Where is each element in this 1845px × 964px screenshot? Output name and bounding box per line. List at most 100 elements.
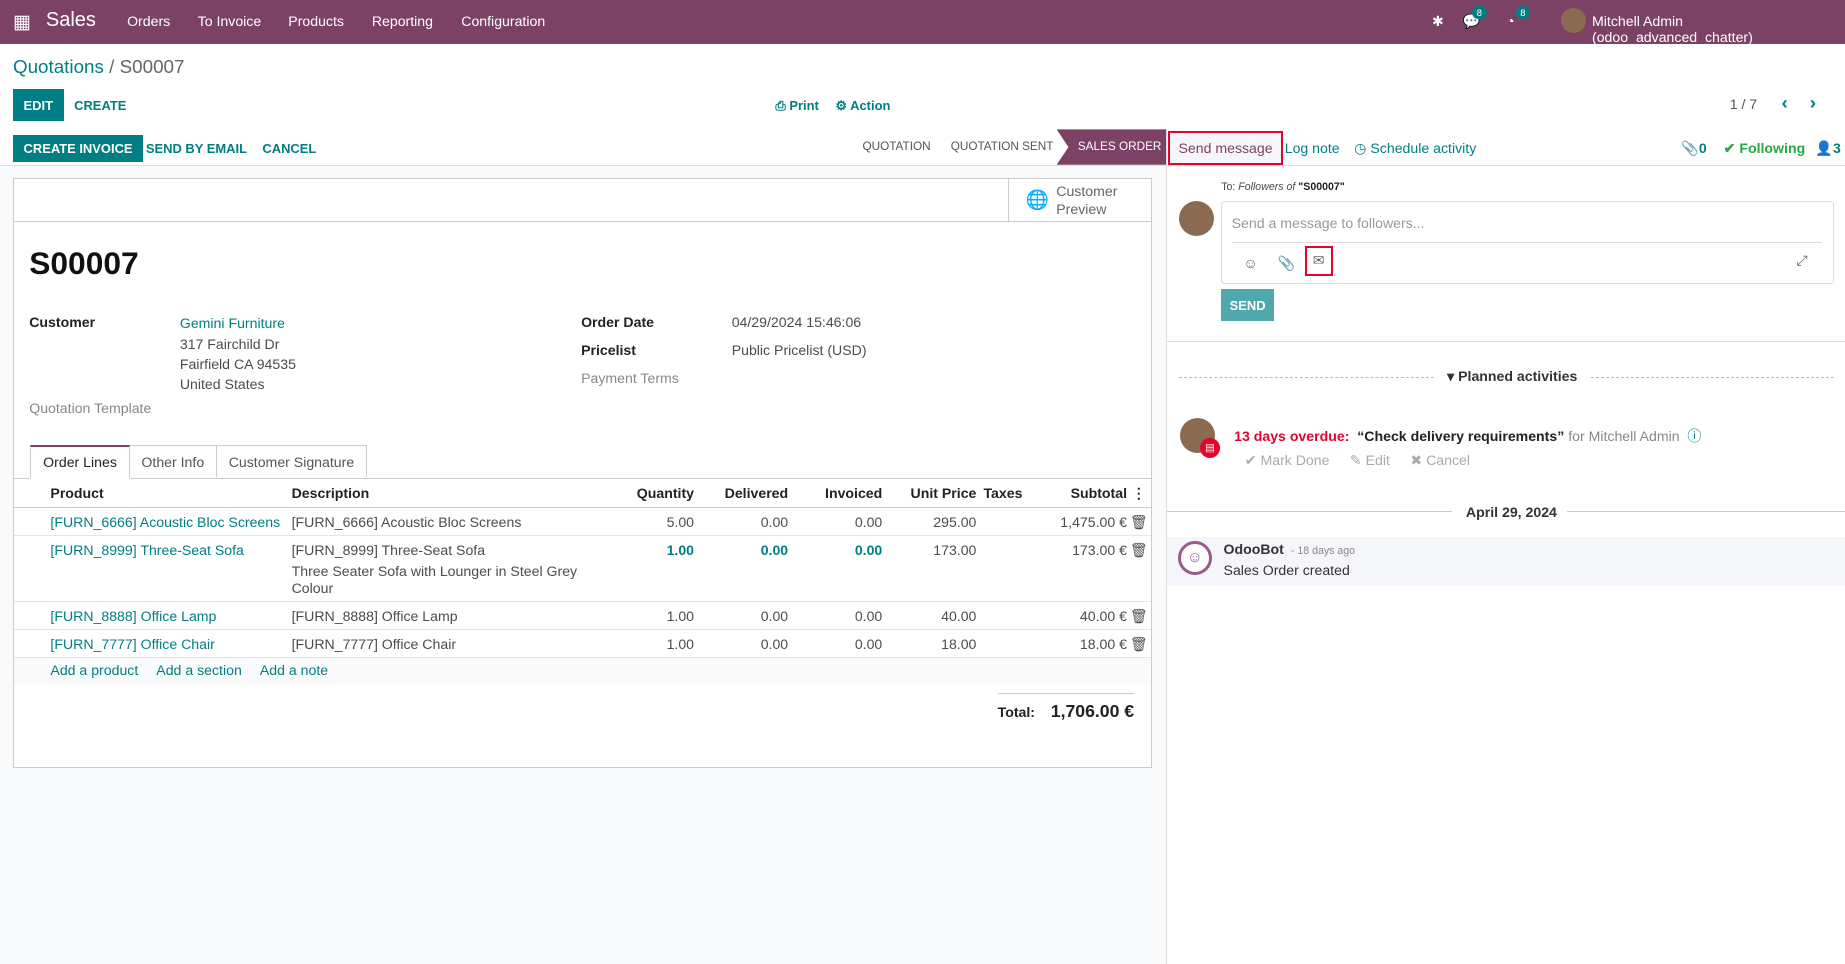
- create-invoice-button[interactable]: CREATE INVOICE: [12, 135, 144, 163]
- send-message-button[interactable]: Send message: [1168, 130, 1283, 165]
- tab-order-lines[interactable]: Order Lines: [30, 444, 130, 479]
- stage-quotation[interactable]: QUOTATION: [862, 140, 931, 154]
- breadcrumb: Quotations / S00007: [12, 56, 185, 78]
- col-description[interactable]: Description: [291, 484, 370, 501]
- message-body: Sales Order created: [1223, 562, 1350, 579]
- product-cell[interactable]: [FURN_7777] Office Chair: [14, 629, 282, 657]
- debug-bug-icon[interactable]: ✱: [1431, 12, 1444, 29]
- description-text: [FURN_6666] Acoustic Bloc Screens: [291, 513, 522, 530]
- globe-icon: 🌐: [1025, 189, 1050, 211]
- table-row[interactable]: [FURN_8999] Three-Seat Sofa [FURN_8999] T…: [13, 536, 1151, 602]
- col-unit-price[interactable]: Unit Price: [910, 484, 977, 501]
- send-by-email-button[interactable]: SEND BY EMAIL: [145, 141, 248, 157]
- col-taxes[interactable]: Taxes: [983, 484, 1023, 501]
- planned-activities-toggle[interactable]: ▾ Planned activities: [1447, 368, 1578, 385]
- clock-icon: ◷: [1354, 140, 1371, 156]
- emoji-icon[interactable]: ☺: [1243, 255, 1258, 272]
- col-product[interactable]: Product: [50, 484, 104, 501]
- create-button[interactable]: CREATE: [74, 97, 127, 113]
- menu-products[interactable]: Products: [288, 12, 344, 29]
- pager-next-icon[interactable]: ›: [1809, 91, 1816, 113]
- product-cell[interactable]: [FURN_8999] Three-Seat Sofa: [14, 536, 282, 602]
- divider: [1167, 510, 1452, 512]
- menu-to-invoice[interactable]: To Invoice: [197, 12, 262, 29]
- add-product-link[interactable]: Add a product: [50, 662, 139, 679]
- delivered-cell: 0.00: [760, 513, 789, 530]
- cancel-activity-button[interactable]: ✖ Cancel: [1410, 451, 1471, 468]
- breadcrumb-quotations[interactable]: Quotations: [12, 56, 104, 78]
- column-options-icon[interactable]: ⋮: [1131, 484, 1146, 501]
- stage-quotation-sent[interactable]: QUOTATION SENT: [950, 140, 1054, 154]
- table-row[interactable]: [FURN_6666] Acoustic Bloc Screens [FURN_6…: [13, 507, 1151, 536]
- product-link[interactable]: [FURN_7777] Office Chair: [50, 635, 215, 652]
- divider: [1590, 376, 1835, 378]
- log-note-button[interactable]: Log note: [1284, 140, 1340, 156]
- message-input[interactable]: Send a message to followers...: [1231, 215, 1425, 232]
- trash-icon[interactable]: 🗑: [1129, 541, 1148, 558]
- customer-preview-button[interactable]: 🌐 Customer Preview: [1008, 178, 1151, 222]
- mark-done-button[interactable]: ✔ Mark Done: [1244, 451, 1330, 468]
- messages-icon[interactable]: 💬 8: [1463, 5, 1487, 30]
- table-row[interactable]: [FURN_8888] Office Lamp [FURN_8888] Offic…: [13, 601, 1151, 630]
- col-subtotal[interactable]: Subtotal: [1070, 484, 1127, 501]
- info-icon[interactable]: ⓘ: [1687, 427, 1702, 444]
- delivered-cell: 0.00: [760, 607, 789, 624]
- followers-button[interactable]: 👤3: [1815, 140, 1841, 156]
- product-link[interactable]: [FURN_6666] Acoustic Bloc Screens: [50, 513, 281, 530]
- activities-clock-icon[interactable]: ◔ 8: [1506, 5, 1531, 29]
- col-invoiced[interactable]: Invoiced: [825, 484, 883, 501]
- product-link[interactable]: [FURN_8999] Three-Seat Sofa: [50, 541, 244, 558]
- activity-summary: 13 days overdue: “Check delivery require…: [1234, 427, 1702, 444]
- trash-icon[interactable]: 🗑: [1129, 607, 1148, 624]
- expand-icon[interactable]: ⤢: [1796, 251, 1808, 268]
- product-link[interactable]: [FURN_8888] Office Lamp: [50, 607, 217, 624]
- edit-button[interactable]: EDIT: [12, 89, 64, 121]
- divider: [1178, 376, 1435, 378]
- order-lines-table: Product Description Quantity Delivered I…: [13, 479, 1151, 684]
- description-text: [FURN_8999] Three-Seat Sofa: [291, 541, 486, 558]
- stage-sales-order[interactable]: SALES ORDER: [1056, 129, 1167, 165]
- gear-icon: ⚙: [835, 97, 851, 113]
- edit-activity-button[interactable]: ✎ Edit: [1349, 451, 1390, 468]
- full-composer-envelope-icon[interactable]: ✉: [1304, 245, 1333, 277]
- print-button[interactable]: ⎙ Print: [775, 97, 819, 113]
- menu-orders[interactable]: Orders: [127, 12, 171, 29]
- apps-menu-icon[interactable]: ▦: [12, 10, 31, 32]
- send-button[interactable]: SEND: [1221, 289, 1275, 322]
- product-cell[interactable]: [FURN_6666] Acoustic Bloc Screens: [14, 507, 282, 535]
- menu-configuration[interactable]: Configuration: [461, 12, 546, 29]
- message-author[interactable]: OdooBot: [1223, 541, 1284, 558]
- cancel-order-button[interactable]: CANCEL: [262, 141, 317, 157]
- address-line: United States: [179, 376, 265, 393]
- description-cell: [FURN_6666] Acoustic Bloc Screens: [282, 507, 611, 535]
- description-cell: [FURN_8999] Three-Seat Sofa Three Seater …: [282, 536, 611, 602]
- attachment-icon[interactable]: 📎: [1277, 255, 1296, 272]
- menu-reporting[interactable]: Reporting: [371, 12, 433, 29]
- tab-customer-signature[interactable]: Customer Signature: [216, 444, 367, 478]
- description-text: [FURN_7777] Office Chair: [291, 635, 457, 652]
- chatter-topbar: Send message Log note ◷ Schedule activit…: [1167, 129, 1845, 166]
- schedule-activity-button[interactable]: ◷ Schedule activity: [1354, 140, 1477, 156]
- attachments-button[interactable]: 📎0: [1681, 140, 1707, 156]
- product-cell[interactable]: [FURN_8888] Office Lamp: [14, 601, 282, 629]
- app-name[interactable]: Sales: [45, 9, 96, 32]
- trash-icon[interactable]: 🗑: [1129, 513, 1148, 530]
- action-button[interactable]: ⚙ Action: [835, 97, 891, 113]
- col-quantity[interactable]: Quantity: [636, 484, 695, 501]
- col-delivered[interactable]: Delivered: [724, 484, 789, 501]
- customer-link[interactable]: Gemini Furniture: [179, 315, 285, 332]
- user-menu[interactable]: Mitchell Admin (odoo_advanced_chatter): [1592, 12, 1753, 45]
- table-row[interactable]: [FURN_7777] Office Chair [FURN_7777] Offi…: [13, 629, 1151, 658]
- trash-icon[interactable]: 🗑: [1129, 635, 1148, 652]
- top-navbar: ▦ Sales Orders To Invoice Products Repor…: [0, 0, 1845, 45]
- following-button[interactable]: ✔ Following: [1723, 140, 1806, 156]
- pager-previous-icon[interactable]: ‹: [1781, 91, 1788, 113]
- pager-value[interactable]: 1 / 7: [1729, 96, 1758, 113]
- composer-divider: [1231, 242, 1823, 244]
- user-avatar[interactable]: [1561, 8, 1587, 33]
- add-section-link[interactable]: Add a section: [156, 662, 242, 679]
- date-separator: April 29, 2024: [1465, 503, 1557, 520]
- address-line: 317 Fairchild Dr: [179, 336, 280, 353]
- tab-other-info[interactable]: Other Info: [129, 444, 217, 478]
- add-note-link[interactable]: Add a note: [259, 662, 329, 679]
